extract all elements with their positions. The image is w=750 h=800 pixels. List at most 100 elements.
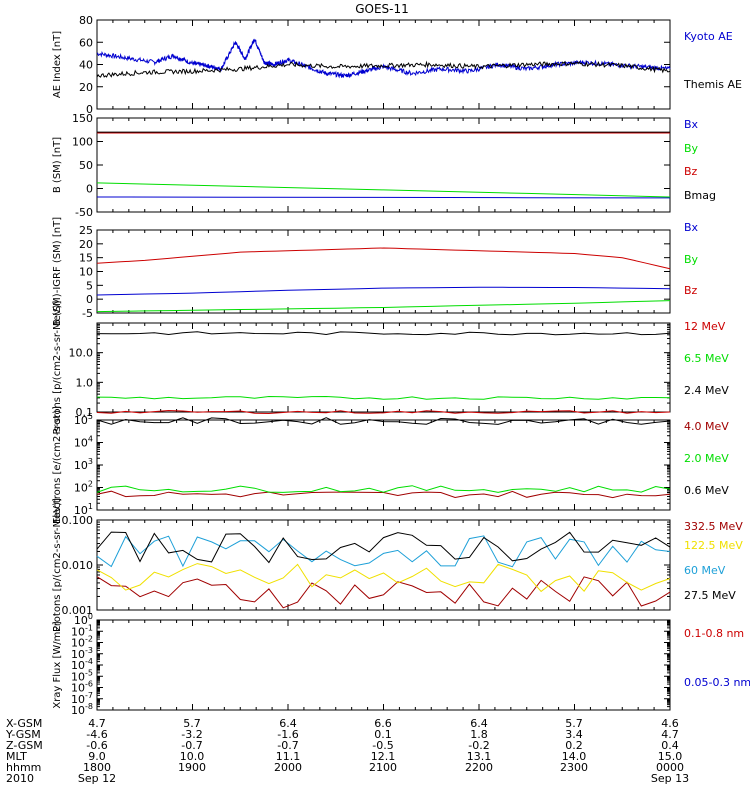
series-line bbox=[96, 531, 671, 564]
ephemeris-value: 15.0 bbox=[658, 750, 683, 763]
y-tick-label: 102 bbox=[74, 480, 93, 495]
y-tick-exponent: 2 bbox=[88, 480, 93, 489]
y-tick-label: 15 bbox=[79, 252, 93, 265]
y-tick-label: 105 bbox=[74, 412, 93, 427]
y-tick-label: 60 bbox=[79, 36, 93, 49]
legend-label: 2.4 MeV bbox=[684, 384, 729, 397]
legend-label: 0.6 MeV bbox=[684, 484, 729, 497]
y-tick-exponent: 3 bbox=[88, 457, 93, 466]
ephemeris-value: Sep 13 bbox=[651, 772, 689, 785]
ephemeris-value: 6.4 bbox=[279, 717, 297, 730]
y-tick-exponent: -6 bbox=[85, 680, 93, 689]
panel-1: 0 20 40 60 80 AE Index [nT] Kyoto AE Themis AE bbox=[52, 14, 742, 116]
series-line bbox=[96, 247, 671, 270]
y-tick-label: 0.100 bbox=[62, 514, 94, 527]
y-tick-label: 150 bbox=[72, 112, 93, 125]
panel-frame bbox=[96, 619, 671, 711]
legend-label: 122.5 MeV bbox=[684, 539, 743, 552]
y-tick-label: 0.001 bbox=[62, 604, 94, 617]
y-tick-exponent: 0 bbox=[88, 612, 93, 621]
y-tick-label: 25 bbox=[79, 224, 93, 237]
legend-label: 2.0 MeV bbox=[684, 452, 729, 465]
y-tick-label: 100 bbox=[72, 136, 93, 149]
y-axis-label: B (SM) [nT] bbox=[52, 137, 63, 193]
y-tick-label: 40 bbox=[79, 59, 93, 72]
ephemeris-value: 0.4 bbox=[661, 739, 679, 752]
y-tick-exponent: 5 bbox=[88, 412, 93, 421]
ephemeris-label: Z-GSM bbox=[6, 739, 43, 752]
series-line bbox=[96, 563, 671, 593]
legend-label: Bx bbox=[684, 221, 699, 234]
ephemeris-value: 0.2 bbox=[565, 739, 583, 752]
ephemeris-value: 5.7 bbox=[565, 717, 583, 730]
y-tick-label: 0 bbox=[86, 293, 93, 306]
y-tick-exponent: -2 bbox=[85, 635, 93, 644]
y-tick-exponent: -8 bbox=[85, 702, 93, 711]
ephemeris-value: 5.7 bbox=[183, 717, 201, 730]
ephemeris-value: 4.6 bbox=[661, 717, 679, 730]
series-line bbox=[96, 300, 671, 313]
ephemeris-label: X-GSM bbox=[6, 717, 42, 730]
ephemeris-value: 14.0 bbox=[562, 750, 587, 763]
ephemeris-label: 2010 bbox=[6, 772, 34, 785]
ephemeris-value: 10.0 bbox=[180, 750, 205, 763]
y-tick-label: 20 bbox=[79, 81, 93, 94]
ephemeris-value: 2300 bbox=[560, 761, 588, 774]
ephemeris-value: Sep 12 bbox=[78, 772, 116, 785]
y-tick-exponent: -1 bbox=[85, 623, 93, 632]
ephemeris-value: 2000 bbox=[274, 761, 302, 774]
ephemeris-value: -1.6 bbox=[277, 728, 298, 741]
ephemeris-value: 0.1 bbox=[374, 728, 392, 741]
panel-7: 10010-110-210-310-410-510-610-710-8Xray … bbox=[52, 612, 750, 717]
plot-title: GOES-11 bbox=[355, 2, 409, 16]
ephemeris-label: Y-GSM bbox=[5, 728, 41, 741]
legend-label: 60 MeV bbox=[684, 564, 726, 577]
ephemeris-value: 9.0 bbox=[88, 750, 106, 763]
ephemeris-label: hhmm bbox=[6, 761, 41, 774]
series-line bbox=[96, 576, 671, 609]
legend-label: 12 MeV bbox=[684, 320, 726, 333]
y-axis-label: Electrons [e/(cm2-s-sr)] bbox=[52, 406, 63, 524]
ephemeris-value: -0.6 bbox=[86, 739, 107, 752]
legend-label: 27.5 MeV bbox=[684, 589, 736, 602]
legend-label: Bz bbox=[684, 165, 698, 178]
ephemeris-value: -0.5 bbox=[372, 739, 393, 752]
series-line bbox=[96, 60, 671, 78]
ephemeris-value: 6.4 bbox=[470, 717, 488, 730]
y-tick-label: 10-8 bbox=[71, 702, 93, 717]
series-line bbox=[96, 286, 671, 296]
panel-4: 0.1 1.0 10.0 Protons [p/(cm2-s-sr-MeV)] 12 M… bbox=[52, 300, 729, 434]
ephemeris-value: 6.6 bbox=[374, 717, 392, 730]
series-line bbox=[96, 395, 671, 400]
y-tick-label: 0.010 bbox=[62, 559, 94, 572]
y-tick-label: 0 bbox=[86, 103, 93, 116]
y-tick-label: -5 bbox=[82, 307, 93, 320]
ephemeris-value: 1.8 bbox=[470, 728, 488, 741]
y-tick-label: 104 bbox=[74, 435, 93, 450]
series-line bbox=[96, 485, 671, 493]
y-tick-exponent: 4 bbox=[88, 435, 93, 444]
panel-frame bbox=[96, 419, 671, 511]
ephemeris-value: 12.1 bbox=[371, 750, 396, 763]
ephemeris-value: 0000 bbox=[656, 761, 684, 774]
series-line bbox=[96, 331, 671, 336]
legend-label: Bmag bbox=[684, 189, 716, 202]
ephemeris-table: X-GSM 4.7 5.7 6.4 6.6 6.4 5.7 4.6Y-GSM -4.6 -3.2-… bbox=[5, 717, 689, 785]
y-axis-label: Protons [p/(cm2-s-sr-MeV)] bbox=[52, 300, 63, 434]
series-line bbox=[96, 38, 671, 79]
legend-label: Bz bbox=[684, 284, 698, 297]
ephemeris-value: -4.6 bbox=[86, 728, 107, 741]
ephemeris-value: -0.2 bbox=[468, 739, 489, 752]
y-tick-label: 1.0 bbox=[76, 376, 94, 389]
y-axis-label: B (SM)-IGRF (SM) [nT] bbox=[52, 217, 63, 326]
y-tick-label: 10.0 bbox=[69, 347, 94, 360]
ephemeris-value: -0.7 bbox=[277, 739, 298, 752]
y-tick-label: 0 bbox=[86, 183, 93, 196]
y-tick-label: 0.1 bbox=[76, 406, 94, 419]
legend-label: 0.1-0.8 nm bbox=[684, 627, 744, 640]
ephemeris-value: 3.4 bbox=[565, 728, 583, 741]
